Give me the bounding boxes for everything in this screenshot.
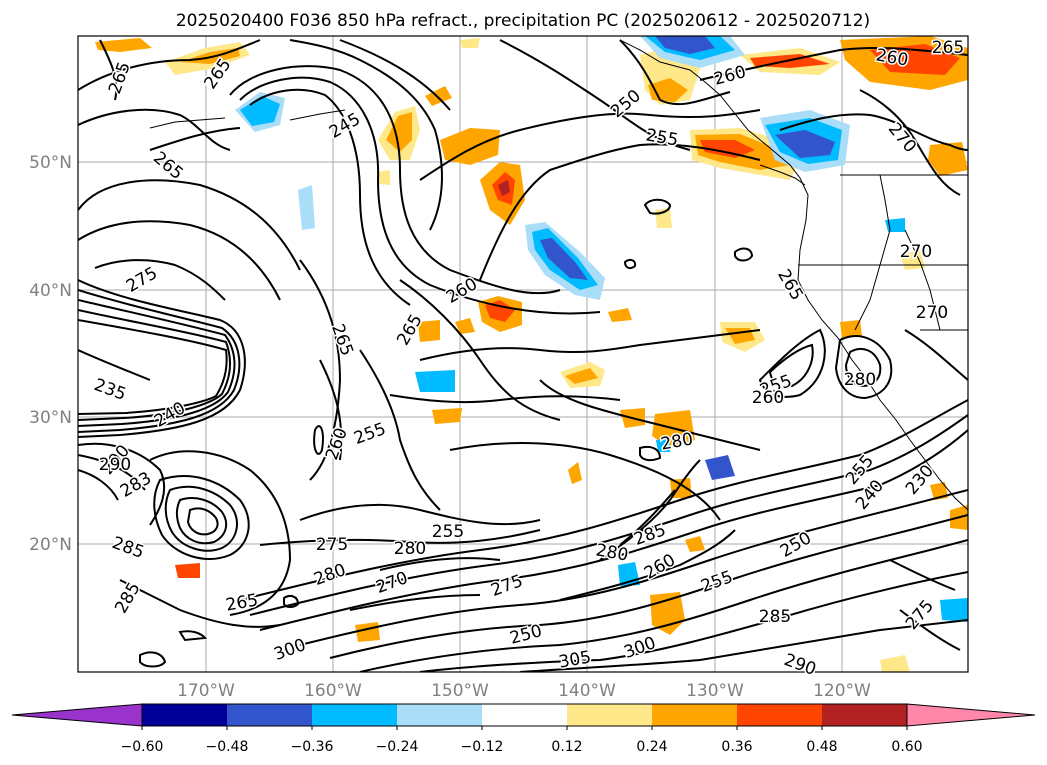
lon-label-140w: 140°W <box>558 681 616 701</box>
colorbar-tick-label: 0.60 <box>891 739 922 755</box>
precip-negative-areas <box>235 36 968 622</box>
refractivity-contours <box>78 39 968 672</box>
colorbar-bin <box>737 704 822 726</box>
longitude-labels: 170°W 160°W 150°W 140°W 130°W 120°W <box>177 681 871 701</box>
contour-label: 285 <box>759 607 791 627</box>
colorbar-tick-label: 0.24 <box>636 739 667 755</box>
colorbar-tick-label: −0.60 <box>121 739 164 755</box>
contour-label: 260 <box>752 388 784 408</box>
colorbar-bin <box>227 704 312 726</box>
contour-label: 270 <box>916 303 948 323</box>
colorbar-tick-label: 0.48 <box>806 739 837 755</box>
lat-label-40n: 40°N <box>29 281 72 301</box>
map-title: 2025020400 F036 850 hPa refract., precip… <box>176 11 870 31</box>
contour-label: 270 <box>900 242 932 262</box>
colorbar-bin <box>312 704 397 726</box>
colorbar-bin <box>142 704 227 726</box>
contour-label: 280 <box>844 370 876 390</box>
colorbar-bin <box>652 704 737 726</box>
colorbar-tick-label: −0.36 <box>291 739 334 755</box>
contour-label: 260 <box>874 45 909 70</box>
colorbar-tick-label: −0.48 <box>206 739 249 755</box>
contour-label: 275 <box>316 535 348 555</box>
lat-label-50n: 50°N <box>29 153 72 173</box>
colorbar-bin <box>397 704 482 726</box>
lon-label-120w: 120°W <box>813 681 871 701</box>
colorbar-bin <box>822 704 907 726</box>
colorbar-tick-label: 0.12 <box>551 739 582 755</box>
colorbar: −0.60 −0.48 −0.36 −0.24 −0.12 0.12 0.24 0.36 0.4… <box>11 703 1036 755</box>
latitude-labels: 50°N 40°N 30°N 20°N <box>29 153 72 555</box>
lon-label-130w: 130°W <box>686 681 744 701</box>
map-frame <box>77 35 969 673</box>
lon-label-160w: 160°W <box>304 681 362 701</box>
contour-label: 255 <box>432 522 464 542</box>
contour-label: 265 <box>932 38 964 58</box>
colorbar-tick-label: −0.12 <box>461 739 504 755</box>
lat-label-30n: 30°N <box>29 408 72 428</box>
contour-label: 290 <box>99 455 131 475</box>
lat-label-20n: 20°N <box>29 535 72 555</box>
lon-label-150w: 150°W <box>431 681 489 701</box>
colorbar-frame <box>141 703 908 727</box>
colorbar-extension-high <box>906 703 1036 727</box>
colorbar-bin <box>567 704 652 726</box>
colorbar-extension-low <box>11 703 143 727</box>
colorbar-tick-label: −0.24 <box>376 739 419 755</box>
lon-label-170w: 170°W <box>177 681 235 701</box>
colorbar-bin <box>482 704 567 726</box>
contour-label: 280 <box>394 539 426 559</box>
colorbar-tick-label: 0.36 <box>721 739 752 755</box>
